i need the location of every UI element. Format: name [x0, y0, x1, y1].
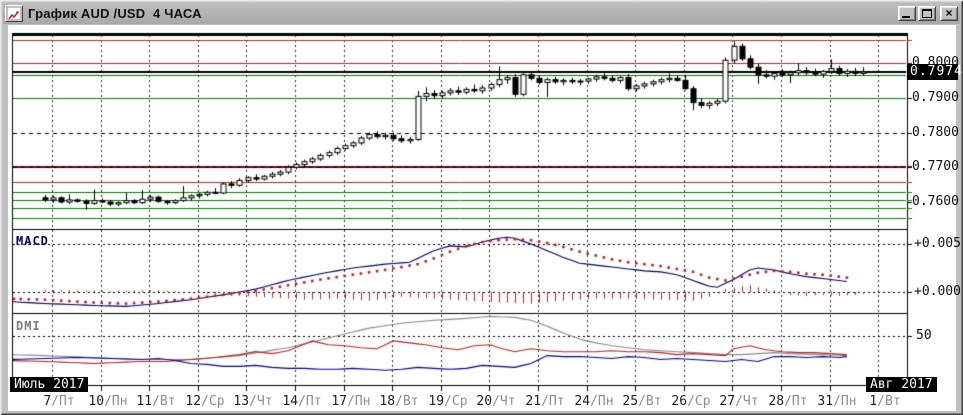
x-axis-label: 27/Чт	[719, 394, 759, 409]
x-axis-label: 25/Вт	[622, 394, 662, 409]
x-axis-label: 31/Пн	[817, 394, 857, 409]
x-axis-label: 21/Пт	[525, 394, 565, 409]
dmi-panel-label: DMI	[16, 319, 41, 333]
price-axis-label: 0.7900	[912, 90, 959, 105]
x-axis-label: 20/Чт	[476, 394, 516, 409]
x-axis-label: 17/Пн	[331, 394, 371, 409]
x-axis-label: 26/Ср	[671, 394, 711, 409]
current-price-tag: 0.7974	[907, 64, 962, 80]
macd-panel-label: MACD	[16, 234, 49, 248]
x-axis-label: 1/Вт	[869, 394, 901, 409]
macd-axis-label: +0.005	[914, 236, 961, 251]
x-axis-label: 12/Ср	[185, 394, 225, 409]
x-axis-label: 19/Ср	[428, 394, 468, 409]
x-axis-label: 13/Чт	[233, 394, 273, 409]
x-axis-label: 24/Пн	[574, 394, 614, 409]
x-axis-label: 14/Пт	[282, 394, 322, 409]
dmi-axis-label: 50	[916, 328, 932, 343]
month-label-left: Июль 2017	[10, 377, 89, 392]
price-axis-label: 0.7700	[912, 159, 959, 174]
x-axis-label: 28/Пт	[768, 394, 808, 409]
macd-axis-label: +0.000	[914, 284, 961, 299]
x-axis-label: 18/Вт	[379, 394, 419, 409]
x-axis-label: 7/Пт	[43, 394, 75, 409]
month-label-right: Авг 2017	[866, 377, 937, 392]
x-axis-label: 11/Вт	[136, 394, 176, 409]
price-axis-label: 0.7800	[912, 125, 959, 140]
price-axis-label: 0.7600	[912, 194, 959, 209]
x-axis-label: 10/Пн	[88, 394, 128, 409]
